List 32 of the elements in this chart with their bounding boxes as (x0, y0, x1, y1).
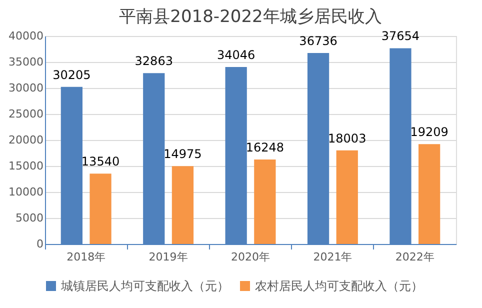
data-label: 14975 (164, 147, 202, 162)
y-tick-label: 40000 (8, 30, 44, 42)
y-tick-label: 25000 (8, 108, 44, 120)
bar (418, 144, 440, 244)
data-label: 36736 (299, 34, 338, 48)
legend-label: 农村居民人均可支配收入（元） (255, 279, 423, 293)
data-label: 32863 (134, 54, 173, 68)
bar (336, 150, 358, 244)
y-tick-label: 5000 (16, 212, 44, 224)
x-tick-label: 2019年 (148, 250, 188, 264)
bar (172, 166, 194, 244)
chart-title: 平南县2018-2022年城乡居民收入 (119, 7, 382, 27)
y-tick-label: 35000 (8, 56, 44, 68)
data-label: 18003 (328, 131, 366, 146)
bar (90, 174, 112, 244)
data-label: 13540 (81, 154, 120, 169)
data-label: 19209 (410, 125, 448, 140)
x-tick-label: 2021年 (313, 250, 352, 264)
y-tick-label: 10000 (8, 186, 44, 198)
data-label: 30205 (52, 68, 91, 82)
x-tick-label: 2022年 (395, 250, 434, 264)
data-label: 37654 (381, 29, 420, 44)
bar (254, 160, 276, 244)
data-label: 16248 (246, 140, 284, 155)
legend-label: 城镇居民人均可支配收入（元） (60, 279, 229, 293)
x-tick-label: 2018年 (66, 250, 106, 264)
y-tick-label: 30000 (8, 82, 44, 94)
x-tick-label: 2020年 (231, 250, 270, 264)
y-tick-label: 20000 (8, 134, 44, 146)
y-tick-label: 0 (36, 238, 44, 250)
data-label: 34046 (216, 48, 256, 62)
y-tick-label: 15000 (8, 160, 44, 172)
